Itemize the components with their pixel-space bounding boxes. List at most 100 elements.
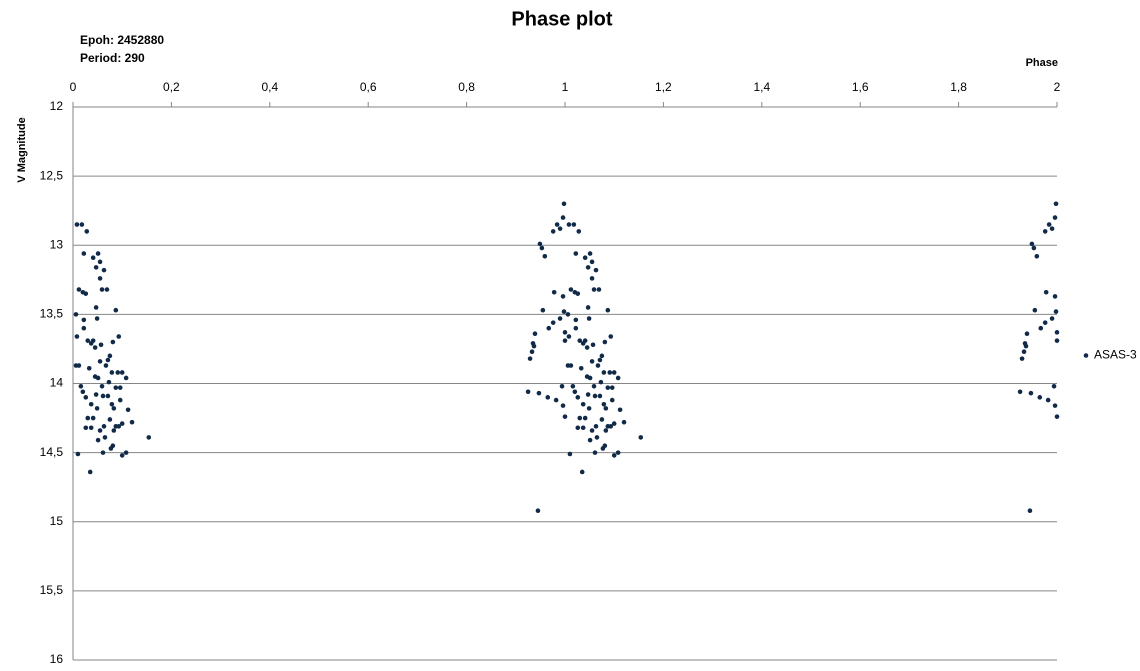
point [605,385,611,390]
point [100,393,106,399]
point [1049,316,1055,321]
point [111,428,117,433]
x-tick-label: 0 [70,80,77,94]
point [1046,222,1052,227]
point [146,435,152,440]
point [589,276,595,281]
point [1045,397,1051,403]
point [108,446,114,451]
point [530,341,536,346]
point [107,417,113,422]
point [109,370,115,375]
point [115,370,121,375]
point [119,370,125,375]
point [93,392,99,397]
point [88,401,94,407]
point [591,287,597,292]
point [102,435,108,440]
point [578,365,584,371]
point [550,229,556,234]
point [104,287,110,292]
point [582,255,588,260]
point [596,287,602,292]
point [103,363,109,368]
point [106,379,112,385]
point [566,222,572,227]
point [585,265,591,270]
y-axis-label: V Magnitude [16,117,28,182]
point [1042,320,1048,325]
point [111,406,117,411]
point [560,294,566,299]
point [529,349,535,355]
point [587,251,593,256]
point [83,425,89,431]
point [97,428,103,433]
point [75,451,81,457]
point [571,222,577,227]
point [1019,356,1025,361]
point [545,395,551,400]
point [554,222,560,227]
x-tick-label: 0,2 [163,80,180,94]
point [95,251,101,256]
point [582,415,588,421]
point [600,446,606,451]
legend-marker [1083,353,1089,358]
point [1031,245,1037,251]
point [116,424,122,429]
point [74,222,80,227]
point [603,428,609,433]
point [81,317,87,323]
y-tick-label: 13 [50,237,64,251]
point [599,417,605,422]
point [539,245,545,251]
point [107,353,113,359]
point [116,334,122,339]
point [94,316,100,321]
point [562,330,568,335]
point [611,370,617,375]
point [573,317,579,323]
y-tick-label: 14,5 [40,445,64,459]
point [97,359,103,364]
point [81,251,87,256]
x-tick-label: 1,6 [852,80,869,94]
point [602,339,608,345]
point [1052,403,1058,408]
point [1029,241,1035,247]
point [593,424,599,429]
point [1022,341,1028,346]
point [1049,226,1055,231]
point [109,401,115,407]
point [575,395,581,400]
point [579,469,585,475]
point [597,357,603,363]
point [565,312,571,317]
point [105,393,111,399]
point [1017,389,1023,395]
x-tick-label: 0,8 [458,80,475,94]
point [611,453,617,458]
x-tick-label: 0,6 [360,80,377,94]
point [601,370,607,375]
y-tick-label: 15 [50,514,64,528]
point [74,334,80,339]
point [566,334,572,339]
y-tick-label: 13,5 [40,307,64,321]
x-tick-label: 2 [1054,80,1061,94]
y-tick-label: 14 [50,376,64,390]
point [550,320,556,325]
point [527,356,533,361]
point [80,389,86,395]
point [101,267,107,273]
point [585,305,591,310]
point [535,508,541,513]
point [1053,309,1059,314]
point [1032,307,1038,313]
point [100,450,106,455]
point [90,338,96,343]
point [536,390,542,396]
point [580,425,586,431]
point [1021,349,1027,355]
